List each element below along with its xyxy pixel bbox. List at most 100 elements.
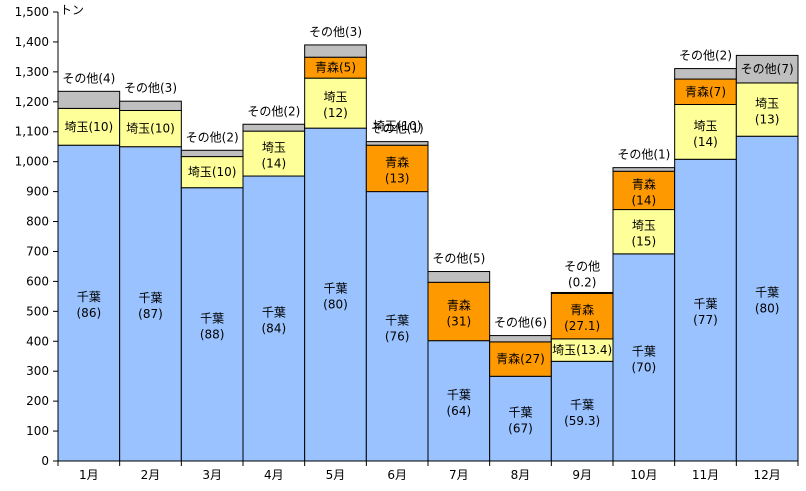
bar-segment-千葉 — [735, 135, 799, 462]
label-saitama: 埼玉 — [262, 141, 286, 155]
bar-segment-その他 — [304, 44, 367, 58]
y-tick-label: 1,400 — [15, 35, 49, 49]
label-chiba-pct: (80) — [323, 298, 348, 312]
label-saitama: 埼玉(13.4) — [552, 343, 612, 357]
label-chiba-pct: (77) — [693, 313, 718, 327]
bar-segment-その他 — [119, 100, 182, 111]
label-saitama: 埼玉(10) — [373, 119, 422, 133]
label-chiba-pct: (87) — [138, 307, 163, 321]
bars — [57, 44, 799, 462]
label-sonota: その他(3) — [309, 25, 362, 39]
y-tick-label: 700 — [26, 244, 49, 258]
label-saitama: 埼玉 — [755, 97, 779, 111]
label-saitama-pct: (13) — [755, 113, 780, 127]
label-chiba: 千葉 — [138, 291, 162, 305]
label-aomori-pct: (27.1) — [564, 319, 600, 333]
bar-segment-その他 — [57, 90, 121, 109]
label-chiba-pct: (70) — [632, 360, 657, 374]
bar-segment-青森 — [365, 144, 429, 193]
label-chiba: 千葉 — [508, 406, 532, 420]
label-sonota: その他(2) — [186, 130, 239, 144]
label-aomori-pct: (31) — [447, 314, 472, 328]
label-saitama: 埼玉(10) — [126, 122, 175, 136]
label-chiba-pct: (86) — [77, 306, 102, 320]
label-sonota-pct: (0.2) — [568, 275, 596, 289]
label-chiba-pct: (76) — [385, 329, 410, 343]
bar-segment-千葉 — [242, 175, 306, 462]
label-sonota: その他(6) — [494, 316, 547, 330]
y-tick-label: 300 — [26, 364, 49, 378]
label-saitama-pct: (15) — [632, 235, 657, 249]
label-chiba: 千葉 — [755, 286, 779, 300]
bar-segment-埼玉 — [242, 130, 306, 177]
label-chiba-pct: (80) — [755, 302, 780, 316]
x-tick-label: 2月 — [141, 468, 161, 482]
x-tick-label: 7月 — [449, 468, 469, 482]
bar-segment-その他 — [489, 335, 552, 343]
bar-segment-千葉 — [365, 191, 429, 462]
x-tick-label: 8月 — [511, 468, 531, 482]
x-tick-label: 1月 — [79, 468, 99, 482]
label-chiba: 千葉 — [385, 313, 409, 327]
label-aomori: 青森(27) — [496, 351, 545, 366]
label-chiba: 千葉 — [447, 388, 471, 402]
bar-segment-千葉 — [550, 360, 614, 462]
label-chiba-pct: (88) — [200, 327, 225, 341]
label-aomori: 青森 — [570, 302, 594, 317]
label-sonota: その他(3) — [124, 81, 177, 95]
label-sonota: その他(2) — [679, 49, 732, 63]
label-aomori: 青森 — [447, 297, 471, 312]
bar-segment-千葉 — [180, 187, 244, 462]
label-aomori-pct: (13) — [385, 171, 410, 185]
label-sonota: その他(4) — [62, 71, 115, 85]
y-tick-label: 900 — [26, 185, 49, 199]
y-tick-label: 800 — [26, 215, 49, 229]
x-tick-label: 10月 — [630, 468, 657, 482]
label-aomori: 青森(7) — [685, 84, 726, 99]
bar-segment-その他 — [735, 54, 799, 84]
label-chiba-pct: (64) — [447, 404, 472, 418]
label-chiba-pct: (67) — [508, 422, 533, 436]
label-chiba: 千葉 — [323, 282, 347, 296]
y-tick-label: 600 — [26, 274, 49, 288]
data-labels: 千葉 (86) 埼玉(10) その他(4) 千葉 (87) 埼玉(10) その他(3) 千葉 (8… — [62, 25, 793, 436]
label-saitama-pct: (12) — [323, 106, 348, 120]
x-tick-label: 3月 — [202, 468, 222, 482]
y-tick-label: 1,300 — [15, 65, 49, 79]
bar-segment-埼玉 — [119, 109, 182, 148]
bar-segment-その他 — [674, 68, 737, 80]
bar-segment-その他 — [427, 271, 491, 283]
y-tick-label: 400 — [26, 334, 49, 348]
bar-segment-千葉 — [304, 127, 367, 462]
x-tick-label: 6月 — [387, 468, 407, 482]
bar-segment-その他 — [550, 291, 614, 294]
label-saitama: 埼玉 — [323, 90, 347, 104]
x-tick-label: 5月 — [326, 468, 346, 482]
y-tick-label: 100 — [26, 424, 49, 438]
bar-segment-その他 — [242, 123, 306, 132]
label-chiba: 千葉 — [77, 290, 101, 304]
label-sonota: その他(1) — [617, 148, 670, 162]
label-chiba: 千葉 — [693, 297, 717, 311]
label-aomori: 青森 — [632, 176, 656, 191]
bar-segment-千葉 — [612, 253, 676, 462]
bar-segment-千葉 — [57, 144, 121, 462]
y-tick-label: 1,200 — [15, 95, 49, 109]
label-saitama-pct: (14) — [262, 157, 287, 171]
bar-segment-埼玉 — [735, 82, 799, 137]
label-saitama: 埼玉(10) — [65, 120, 114, 134]
x-tick-label: 11月 — [692, 468, 719, 482]
y-tick-label: 0 — [41, 454, 49, 468]
label-aomori: 青森(5) — [315, 60, 356, 75]
label-aomori-pct: (14) — [632, 193, 657, 207]
label-saitama-pct: (14) — [693, 135, 718, 149]
bar-segment-千葉 — [427, 340, 491, 462]
bar-segment-千葉 — [674, 158, 737, 462]
label-saitama: 埼玉 — [693, 119, 717, 133]
label-saitama: 埼玉 — [632, 219, 656, 233]
x-tick-label: 12月 — [754, 468, 781, 482]
label-chiba-pct: (84) — [262, 322, 287, 336]
bar-segment-埼玉 — [180, 156, 244, 189]
label-sonota: その他(7) — [741, 62, 794, 76]
x-tick-label: 9月 — [572, 468, 592, 482]
